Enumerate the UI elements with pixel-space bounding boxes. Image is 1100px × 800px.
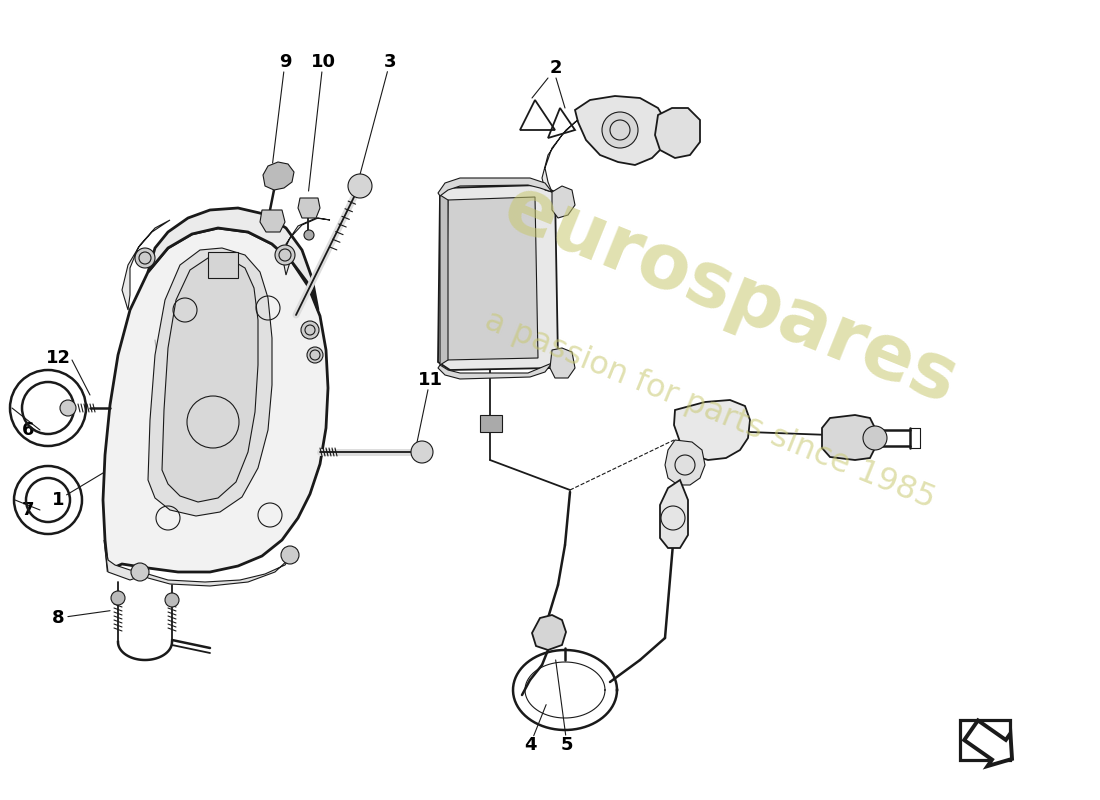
- Polygon shape: [575, 96, 668, 165]
- Polygon shape: [282, 218, 330, 275]
- Polygon shape: [162, 258, 258, 502]
- Polygon shape: [104, 540, 148, 580]
- Circle shape: [60, 400, 76, 416]
- Polygon shape: [440, 195, 448, 365]
- Polygon shape: [480, 415, 502, 432]
- Circle shape: [131, 563, 149, 581]
- Polygon shape: [960, 720, 1010, 760]
- Text: 3: 3: [384, 53, 396, 71]
- Polygon shape: [208, 252, 238, 278]
- Polygon shape: [263, 162, 294, 190]
- Polygon shape: [654, 108, 700, 158]
- Text: 1: 1: [52, 491, 64, 509]
- Polygon shape: [965, 721, 1012, 766]
- Circle shape: [135, 248, 155, 268]
- Polygon shape: [532, 615, 566, 650]
- Polygon shape: [438, 185, 558, 370]
- Circle shape: [304, 230, 313, 240]
- Text: 7: 7: [22, 501, 34, 519]
- Circle shape: [602, 112, 638, 148]
- Polygon shape: [446, 197, 538, 360]
- Text: 8: 8: [52, 609, 64, 627]
- Circle shape: [348, 174, 372, 198]
- Circle shape: [111, 591, 125, 605]
- Polygon shape: [260, 210, 285, 232]
- Polygon shape: [674, 400, 750, 460]
- Polygon shape: [103, 228, 328, 572]
- Circle shape: [275, 245, 295, 265]
- Circle shape: [411, 441, 433, 463]
- Circle shape: [301, 321, 319, 339]
- Circle shape: [165, 593, 179, 607]
- Text: 9: 9: [278, 53, 292, 71]
- Polygon shape: [666, 440, 705, 485]
- Polygon shape: [140, 558, 290, 586]
- Text: eurospares: eurospares: [493, 170, 968, 420]
- Polygon shape: [148, 248, 272, 516]
- Polygon shape: [298, 198, 320, 218]
- Text: 6: 6: [22, 421, 34, 439]
- Polygon shape: [822, 415, 875, 460]
- Text: 11: 11: [418, 371, 442, 389]
- Text: 4: 4: [524, 736, 537, 754]
- Polygon shape: [148, 208, 318, 310]
- Text: 2: 2: [550, 59, 562, 77]
- Text: a passion for parts since 1985: a passion for parts since 1985: [481, 305, 939, 515]
- Polygon shape: [550, 348, 575, 378]
- Polygon shape: [438, 363, 552, 379]
- Text: 12: 12: [45, 349, 70, 367]
- Text: 5: 5: [561, 736, 573, 754]
- Polygon shape: [542, 120, 578, 192]
- Polygon shape: [438, 178, 552, 196]
- Polygon shape: [660, 480, 688, 548]
- Polygon shape: [122, 220, 170, 310]
- Circle shape: [864, 426, 887, 450]
- Circle shape: [280, 546, 299, 564]
- Text: 10: 10: [310, 53, 336, 71]
- Circle shape: [307, 347, 323, 363]
- Polygon shape: [552, 186, 575, 218]
